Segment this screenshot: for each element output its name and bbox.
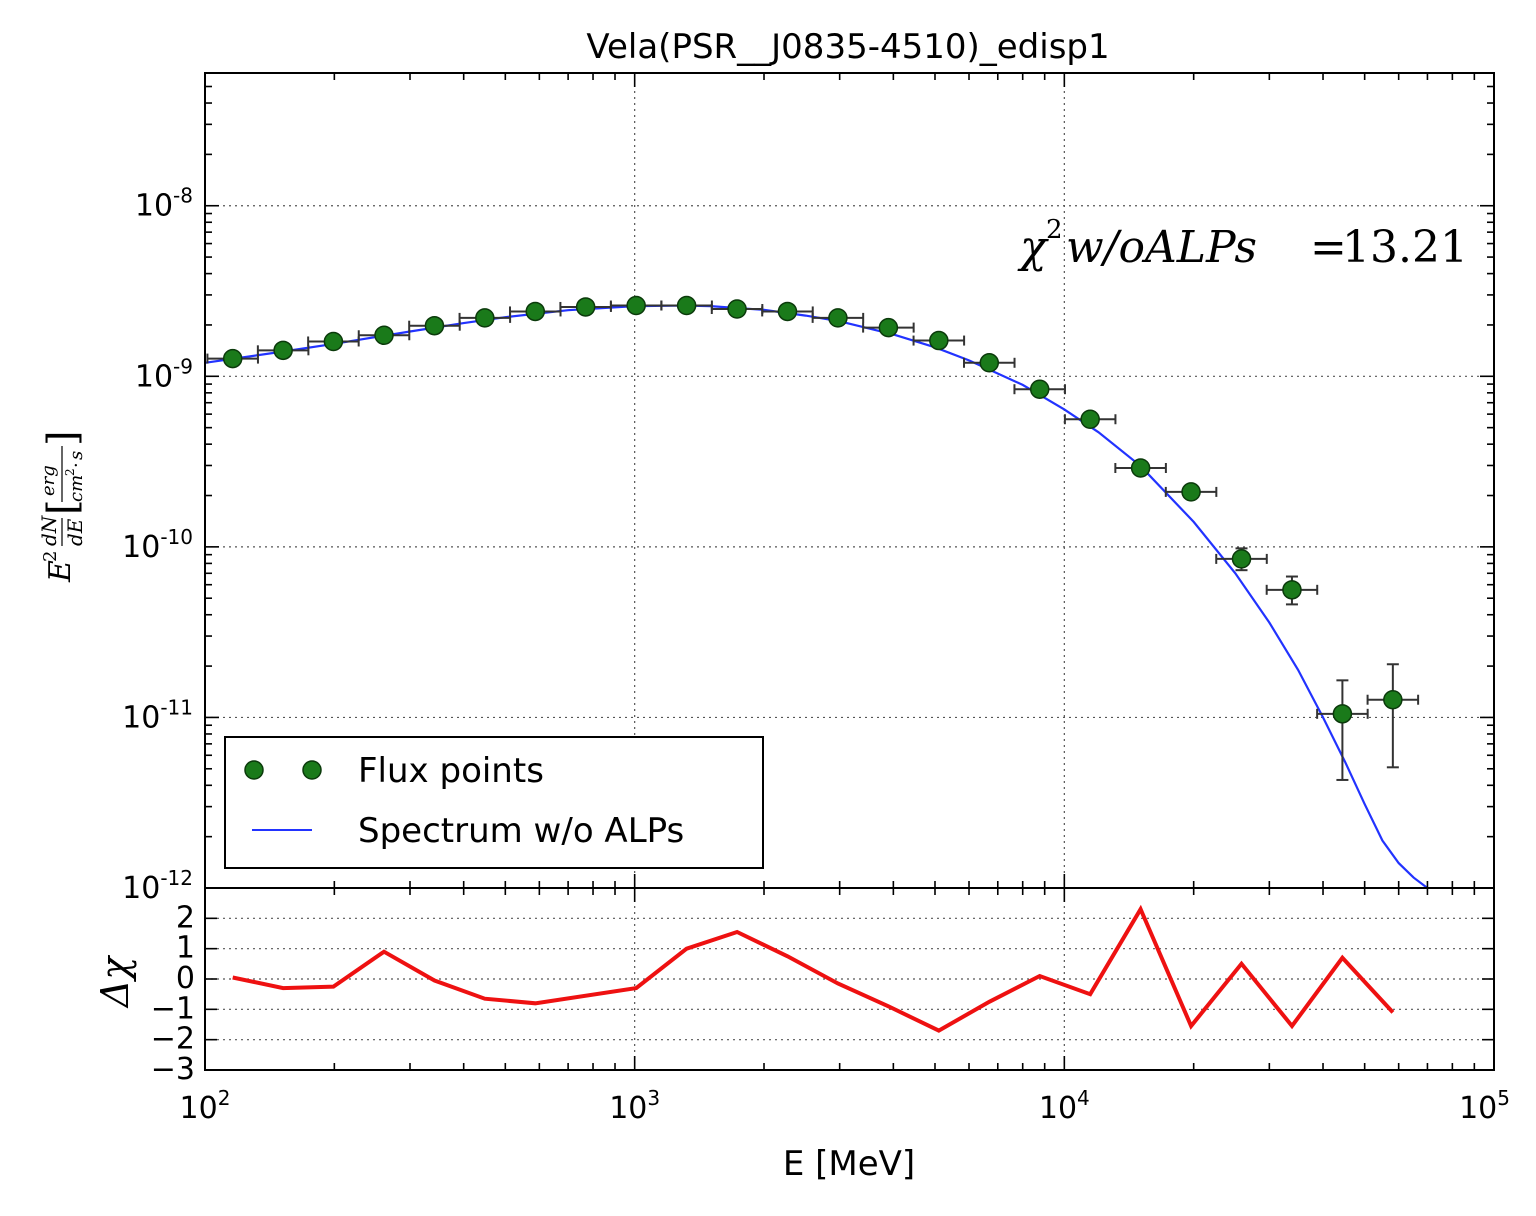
flux-point — [609, 295, 663, 316]
ylabel-dot: · — [66, 462, 87, 468]
flux-point-marker — [1181, 482, 1201, 502]
flux-point — [307, 331, 360, 352]
flux-point — [811, 308, 865, 328]
flux-point-marker — [323, 331, 344, 352]
main-axis-ticks: 10-12 10-11 10-10 10-9 10-8 — [122, 73, 1494, 906]
main-y-tick-label: 10-8 — [135, 184, 193, 224]
ylabel-s: s — [66, 451, 87, 460]
flux-point — [206, 348, 259, 369]
chi2-annotation: χ 2 w/oALPs = 13.21 — [1017, 215, 1468, 273]
ylabel-cm: cm — [66, 475, 87, 502]
flux-point-marker — [1383, 689, 1403, 710]
ylabel-bracket-left: [ — [40, 499, 86, 515]
main-y-tick-label: 10-11 — [122, 695, 193, 735]
flux-point-marker — [1231, 549, 1252, 569]
flux-point — [1265, 575, 1319, 606]
ylabel-bracket-right: ] — [40, 430, 86, 446]
ylabel-e: E — [43, 560, 78, 583]
legend: Flux points Spectrum w/o ALPs — [224, 736, 764, 869]
flux-point — [761, 301, 814, 322]
residual-y-tick-label: −2 — [151, 1022, 195, 1057]
flux-point — [1215, 547, 1268, 572]
x-axis-label: E [MeV] — [783, 1144, 915, 1184]
flux-point — [710, 299, 764, 319]
ylabel-de: dE — [63, 518, 87, 546]
flux-point-marker — [1029, 379, 1050, 399]
flux-point-marker — [575, 297, 596, 317]
flux-point — [408, 315, 461, 336]
flux-point-marker — [273, 340, 293, 361]
flux-point — [1114, 458, 1167, 478]
flux-point — [1063, 409, 1117, 429]
flux-point-marker — [979, 353, 1000, 373]
flux-point — [862, 317, 915, 338]
x-tick-label: 104 — [1039, 1086, 1090, 1126]
residual-y-tick-label: −1 — [151, 991, 195, 1026]
flux-point — [1164, 482, 1218, 502]
flux-point — [1013, 379, 1066, 399]
residual-y-axis-label: Δχ — [93, 955, 137, 1009]
chart-title: Vela(PSR__J0835-4510)_edisp1 — [586, 27, 1109, 67]
x-tick-label: 102 — [180, 1086, 231, 1126]
flux-point-marker — [1080, 409, 1100, 429]
flux-point — [963, 353, 1016, 373]
flux-point-marker — [374, 325, 394, 346]
flux-point — [256, 340, 310, 361]
flux-point-marker — [525, 301, 546, 322]
residual-y-tick-label: −3 — [151, 1052, 195, 1087]
main-y-tick-label: 10-10 — [122, 525, 193, 565]
main-y-tick-label: 10-12 — [122, 866, 193, 906]
flux-point-marker — [727, 299, 747, 319]
ylabel-dn: dN — [37, 514, 61, 546]
legend-label-spectrum: Spectrum w/o ALPs — [358, 811, 684, 851]
flux-point-marker — [1332, 704, 1353, 724]
residual-ylabel-text: Δχ — [93, 955, 137, 1009]
x-tick-label: 103 — [609, 1086, 660, 1126]
x-tick-label: 105 — [1459, 1086, 1510, 1126]
annotation-equals: = — [1310, 222, 1347, 273]
flux-point — [1366, 663, 1420, 769]
flux-point — [912, 330, 966, 351]
chi-superscript: 2 — [1046, 215, 1063, 245]
residual-line-layer — [232, 904, 1395, 1033]
main-y-axis-label: E 2 dN dE [ erg cm 2 · s ] — [37, 430, 87, 583]
flux-point-marker — [1130, 458, 1151, 478]
flux-point-marker — [424, 315, 445, 336]
main-y-tick-label: 10-9 — [135, 354, 193, 394]
legend-marker-dot-2 — [302, 760, 322, 780]
flux-point — [458, 308, 512, 328]
flux-point-marker — [676, 295, 697, 316]
flux-point-marker — [475, 308, 495, 328]
ylabel-e-sup: 2 — [40, 551, 61, 562]
annotation-value: 13.21 — [1342, 222, 1468, 273]
legend-label-flux-points: Flux points — [358, 751, 544, 791]
flux-point-marker — [929, 330, 949, 351]
residual-line — [232, 904, 1395, 1033]
residual-grid — [205, 888, 1494, 1070]
flux-point — [1316, 679, 1369, 781]
residual-y-tick-label: 1 — [176, 931, 195, 966]
residual-y-tick-label: 0 — [176, 961, 195, 996]
ylabel-erg: erg — [38, 465, 59, 496]
flux-point — [357, 325, 411, 346]
residual-plot-frame — [204, 887, 1495, 1071]
flux-point-marker — [1282, 580, 1302, 600]
flux-point-marker — [626, 295, 646, 316]
flux-point-marker — [777, 301, 798, 322]
flux-point-marker — [878, 317, 899, 338]
ylabel-cm-sup: 2 — [63, 468, 77, 476]
legend-box — [224, 736, 764, 869]
chi-symbol: χ — [1017, 222, 1049, 273]
flux-point — [559, 297, 612, 317]
flux-points-layer — [206, 295, 1420, 781]
annotation-name: w/oALPs — [1066, 222, 1257, 273]
flux-point — [660, 295, 713, 316]
legend-marker-dot-1 — [244, 760, 264, 780]
residual-y-tick-label: 2 — [176, 900, 195, 935]
flux-point — [508, 301, 562, 322]
flux-point-marker — [828, 308, 848, 328]
flux-point-marker — [222, 348, 243, 369]
